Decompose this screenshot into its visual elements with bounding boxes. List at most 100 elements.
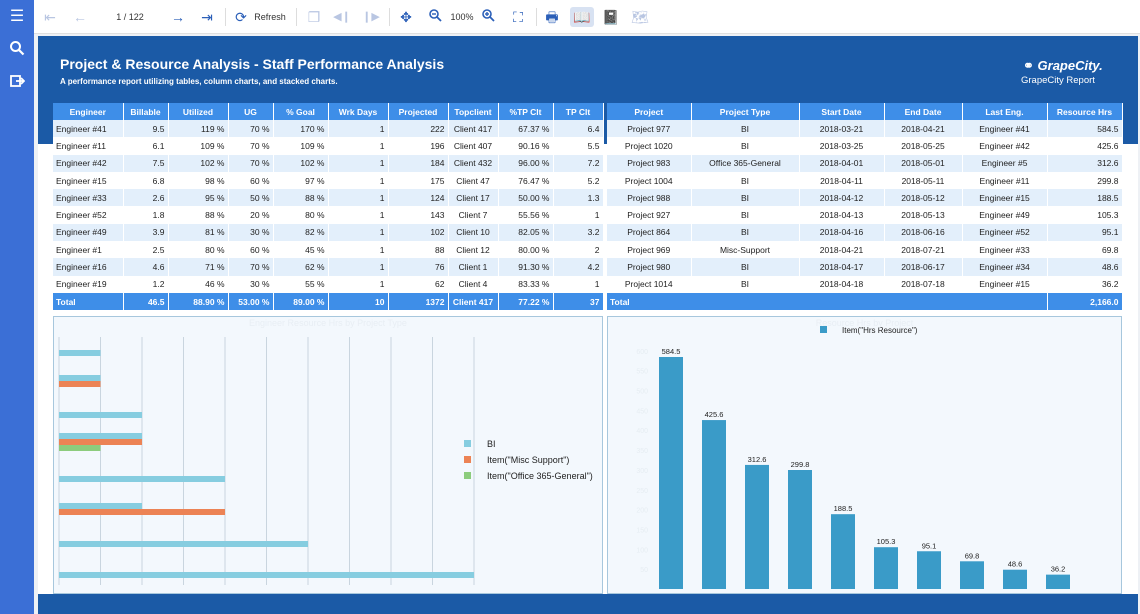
next-page-icon[interactable]: → xyxy=(171,9,185,25)
table-cell: Client 407 xyxy=(448,137,499,155)
table-cell: 95 % xyxy=(168,189,229,207)
column-header: TP Clt xyxy=(553,103,604,120)
table-cell: 20 % xyxy=(228,206,274,224)
chart-bar xyxy=(59,445,101,451)
table-cell: Engineer #15 xyxy=(962,275,1048,293)
data-label: 312.6 xyxy=(748,455,767,464)
table-cell: 3.2 xyxy=(553,223,604,242)
table-cell: Engineer #5 xyxy=(962,154,1048,172)
column-header: Utilized xyxy=(168,103,229,120)
table-cell: 97 % xyxy=(273,171,329,190)
table-cell: 1 xyxy=(328,241,389,259)
column-header: Last Eng. xyxy=(962,103,1048,120)
chart-bar xyxy=(59,503,142,509)
table-cell: 143 xyxy=(388,206,449,224)
zoom-level[interactable]: 100% xyxy=(450,12,474,22)
table-cell: 2018-04-13 xyxy=(799,206,885,224)
table-row: Project 977 BI 2018-03-21 2018-04-21 Enginee… xyxy=(607,120,1123,138)
resource-hrs-chart-title: Resource Hrs by Project xyxy=(815,318,914,328)
refresh-icon[interactable]: ⟳ xyxy=(235,9,247,25)
table-cell: Client 7 xyxy=(448,206,499,224)
table-cell: 76 xyxy=(388,258,449,276)
report-footer xyxy=(38,594,1138,614)
chart-bar xyxy=(917,551,941,589)
first-page-icon[interactable]: ⇤ xyxy=(44,9,56,25)
table-cell: 2018-04-17 xyxy=(799,258,885,276)
table-cell: 96.00 % xyxy=(498,154,554,172)
legend-swatch xyxy=(464,456,471,463)
total-cell: 88.90 % xyxy=(168,292,229,311)
table-cell: 69.8 xyxy=(1047,241,1123,259)
table-cell: 70 % xyxy=(228,137,274,155)
table-cell: 62 xyxy=(388,275,449,293)
pan-mode-icon[interactable]: ✥ xyxy=(400,9,412,25)
table-cell: BI xyxy=(691,120,800,138)
table-cell: Project 1014 xyxy=(607,275,692,293)
table-cell: 1.2 xyxy=(123,275,169,293)
page-indicator[interactable]: 1 / 122 xyxy=(116,12,144,22)
move-forward-icon[interactable]: ❙▶ xyxy=(362,11,380,23)
table-cell: BI xyxy=(691,223,800,242)
data-label: 36.2 xyxy=(1051,565,1066,574)
table-cell: 55 % xyxy=(273,275,329,293)
staff-performance-table: Engineer Billable Utilized UG% Goal Wrk Days… xyxy=(53,103,604,311)
table-cell: 1 xyxy=(328,154,389,172)
table-cell: Project 1004 xyxy=(607,171,692,190)
chart-bar xyxy=(59,541,308,547)
table-cell: 109 % xyxy=(273,137,329,155)
chart-bar xyxy=(659,356,683,589)
table-cell: 1.8 xyxy=(123,206,169,224)
table-cell: Engineer #33 xyxy=(53,189,124,207)
table-cell: Client 4 xyxy=(448,275,499,293)
table-cell: 71 % xyxy=(168,258,229,276)
table-cell: 82.05 % xyxy=(498,223,554,242)
chart-bar xyxy=(1046,574,1070,589)
total-cell: 89.00 % xyxy=(273,292,329,311)
table-cell: Engineer #49 xyxy=(962,206,1048,224)
engineer-type-chart-panel: Engineer Resource Hrs by Project Type BI… xyxy=(53,316,603,594)
column-header: Start Date xyxy=(799,103,885,120)
refresh-button[interactable]: Refresh xyxy=(254,12,286,22)
fit-page-icon[interactable]: ⛶ xyxy=(513,9,523,25)
move-back-icon[interactable]: ◀❙ xyxy=(333,11,351,23)
multi-page-icon[interactable]: 🗺 xyxy=(631,9,649,25)
staff-table-header: Engineer Billable Utilized UG% Goal Wrk Days… xyxy=(53,103,604,120)
y-tick-label: 300 xyxy=(636,468,648,475)
table-cell: Project 864 xyxy=(607,223,692,242)
export-icon[interactable] xyxy=(7,73,27,93)
continuous-view-icon[interactable]: 📖 xyxy=(570,7,594,27)
table-cell: 45 % xyxy=(273,241,329,259)
table-cell: Engineer #15 xyxy=(53,171,124,190)
table-row: Engineer #19 1.2 46 % 30 % 55 % 1 62 Client 4 83… xyxy=(53,275,604,293)
table-cell: BI xyxy=(691,137,800,155)
table-cell: Project 977 xyxy=(607,120,692,138)
table-cell: 82 % xyxy=(273,223,329,242)
table-cell: 91.30 % xyxy=(498,258,554,276)
last-page-icon[interactable]: ⇥ xyxy=(201,9,213,25)
table-cell: 46 % xyxy=(168,275,229,293)
table-cell: Client 47 xyxy=(448,171,499,190)
print-icon[interactable]: 🖶 xyxy=(545,9,559,25)
table-cell: 2018-04-16 xyxy=(799,223,885,242)
total-cell: 2,166.0 xyxy=(1047,292,1123,311)
table-cell: 81 % xyxy=(168,223,229,242)
menu-icon[interactable]: ☰ xyxy=(9,8,25,25)
table-cell: 67.37 % xyxy=(498,120,554,138)
table-cell: 1 xyxy=(328,223,389,242)
table-cell: 2018-06-16 xyxy=(884,223,963,242)
table-cell: Project 988 xyxy=(607,189,692,207)
y-tick-label: 500 xyxy=(636,389,648,396)
single-page-icon[interactable]: 📓 xyxy=(602,9,620,25)
table-cell: 76.47 % xyxy=(498,171,554,190)
zoom-out-icon[interactable] xyxy=(425,7,445,27)
zoom-in-icon[interactable] xyxy=(478,7,498,27)
previous-page-icon[interactable]: ← xyxy=(73,9,87,25)
table-cell: Engineer #11 xyxy=(53,137,124,155)
table-cell: Engineer #16 xyxy=(53,258,124,276)
column-header: Wrk Days xyxy=(328,103,389,120)
galley-mode-icon[interactable]: ❐ xyxy=(307,9,321,25)
table-cell: 70 % xyxy=(228,258,274,276)
table-cell: 1 xyxy=(328,120,389,138)
search-icon[interactable] xyxy=(7,40,27,60)
report-subtitle: A performance report utilizing tables, c… xyxy=(60,77,338,86)
